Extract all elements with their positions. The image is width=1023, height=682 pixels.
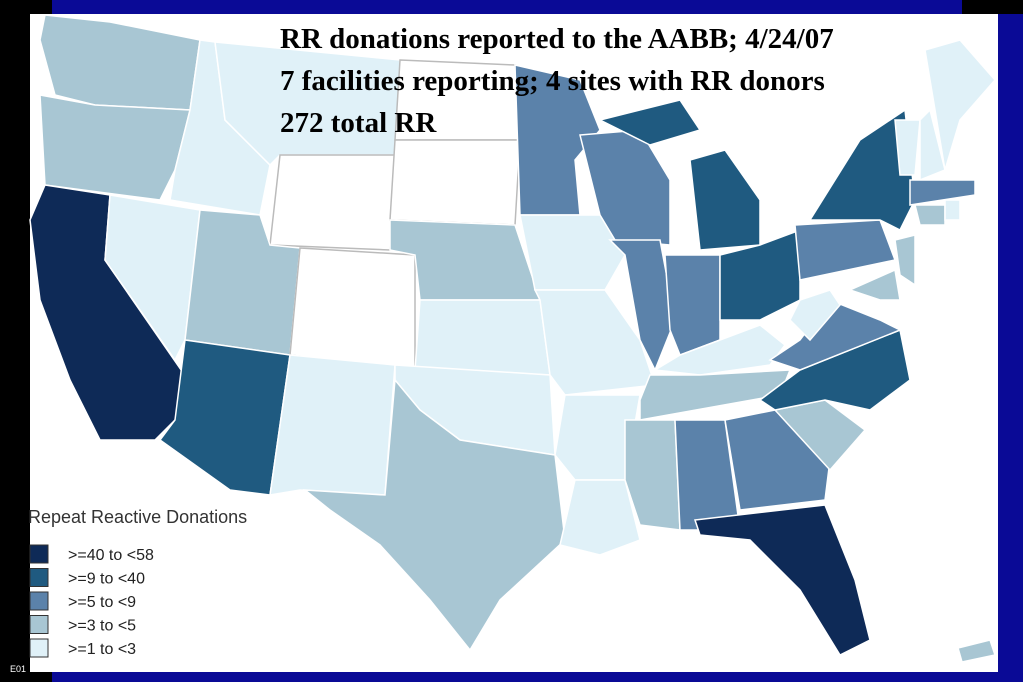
state — [519, 214, 626, 291]
corner — [962, 0, 1023, 14]
footer: E01 — [10, 664, 26, 674]
state — [894, 234, 916, 287]
state — [909, 179, 976, 206]
title-line: RR donations reported to the AABB; 4/24/… — [280, 23, 834, 55]
legend-label: >=1 to <3 — [68, 641, 136, 658]
state — [794, 219, 897, 281]
state — [389, 139, 521, 226]
state — [104, 194, 201, 362]
state — [597, 99, 702, 146]
state — [894, 119, 921, 176]
state — [624, 419, 681, 531]
state — [768, 299, 902, 371]
state — [689, 149, 761, 251]
legend-swatch — [29, 591, 49, 611]
legend-label: >=40 to <58 — [68, 547, 154, 564]
state — [302, 378, 566, 652]
state — [847, 268, 901, 301]
state — [652, 324, 787, 376]
state — [789, 289, 841, 342]
states — [29, 14, 996, 663]
state — [414, 299, 551, 376]
state — [559, 479, 641, 556]
legend-label: >=3 to <5 — [68, 618, 136, 635]
state — [724, 409, 831, 511]
legend-title: Repeat Reactive Donations — [28, 507, 247, 527]
state — [914, 204, 946, 226]
state — [664, 254, 721, 356]
state — [289, 247, 416, 371]
legend-swatch — [29, 638, 49, 658]
legend-label: >=9 to <40 — [68, 571, 145, 588]
legend-swatch — [29, 544, 49, 564]
state — [957, 639, 996, 663]
legend-label: >=5 to <9 — [68, 594, 136, 611]
legend: >=40 to <58 >=9 to <40 >=5 to <9 >=3 to <5 >… — [29, 544, 154, 658]
state — [269, 354, 396, 496]
title-line: 7 facilities reporting; 4 sites with RR … — [280, 65, 825, 97]
state — [269, 154, 396, 251]
state — [533, 289, 657, 396]
state — [693, 504, 871, 656]
title-line: 272 total RR — [280, 107, 437, 139]
state — [924, 39, 996, 171]
legend-swatch — [29, 615, 49, 634]
legend-swatch — [29, 568, 49, 587]
state — [944, 199, 961, 221]
state — [39, 94, 191, 201]
